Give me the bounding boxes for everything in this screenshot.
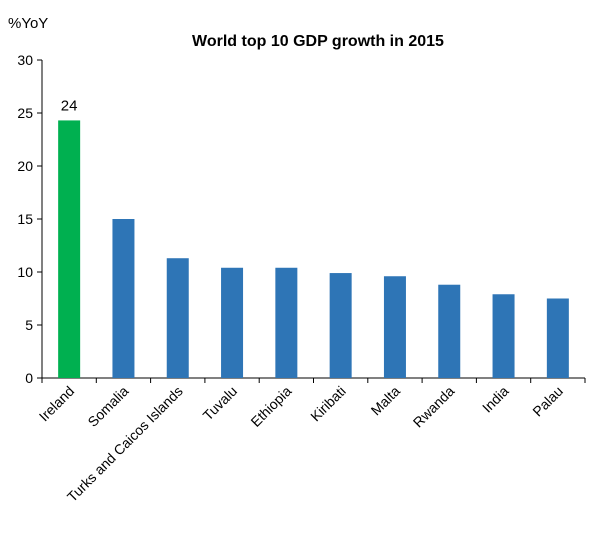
bar-palau [546, 298, 569, 378]
bar-turks-and-caicos-islands [166, 258, 189, 378]
y-tick-label: 30 [17, 52, 33, 68]
x-tick-label: Turks and Caicos Islands [64, 383, 186, 505]
y-tick-label: 15 [17, 211, 33, 227]
x-tick-label: India [479, 383, 512, 416]
x-tick-label: Rwanda [410, 383, 458, 431]
bar-malta [383, 276, 406, 378]
data-label: 24 [61, 97, 78, 114]
x-tick-label: Tuvalu [200, 383, 241, 424]
bar-rwanda [438, 284, 461, 378]
bar-somalia [112, 219, 135, 378]
x-tick-label: Palau [529, 383, 566, 420]
bars [58, 120, 569, 379]
x-tick-label: Ireland [36, 383, 78, 425]
y-tick-label: 10 [17, 264, 33, 280]
y-tick-label: 5 [25, 317, 33, 333]
y-tick-label: 25 [17, 105, 33, 121]
bar-kiribati [329, 273, 352, 378]
x-tick-label: Ethiopia [247, 383, 294, 430]
bar-ireland [58, 120, 81, 379]
y-tick-label: 0 [25, 370, 33, 386]
y-unit-label: %YoY [8, 15, 48, 32]
bar-india [492, 294, 515, 378]
x-tick-label: Malta [368, 383, 404, 419]
chart-title: World top 10 GDP growth in 2015 [192, 33, 444, 50]
bar-ethiopia [275, 267, 298, 378]
x-tick-label: Kiribati [307, 383, 349, 425]
y-tick-label: 20 [17, 158, 33, 174]
bar-tuvalu [221, 267, 244, 378]
x-tick-label: Somalia [84, 383, 131, 430]
